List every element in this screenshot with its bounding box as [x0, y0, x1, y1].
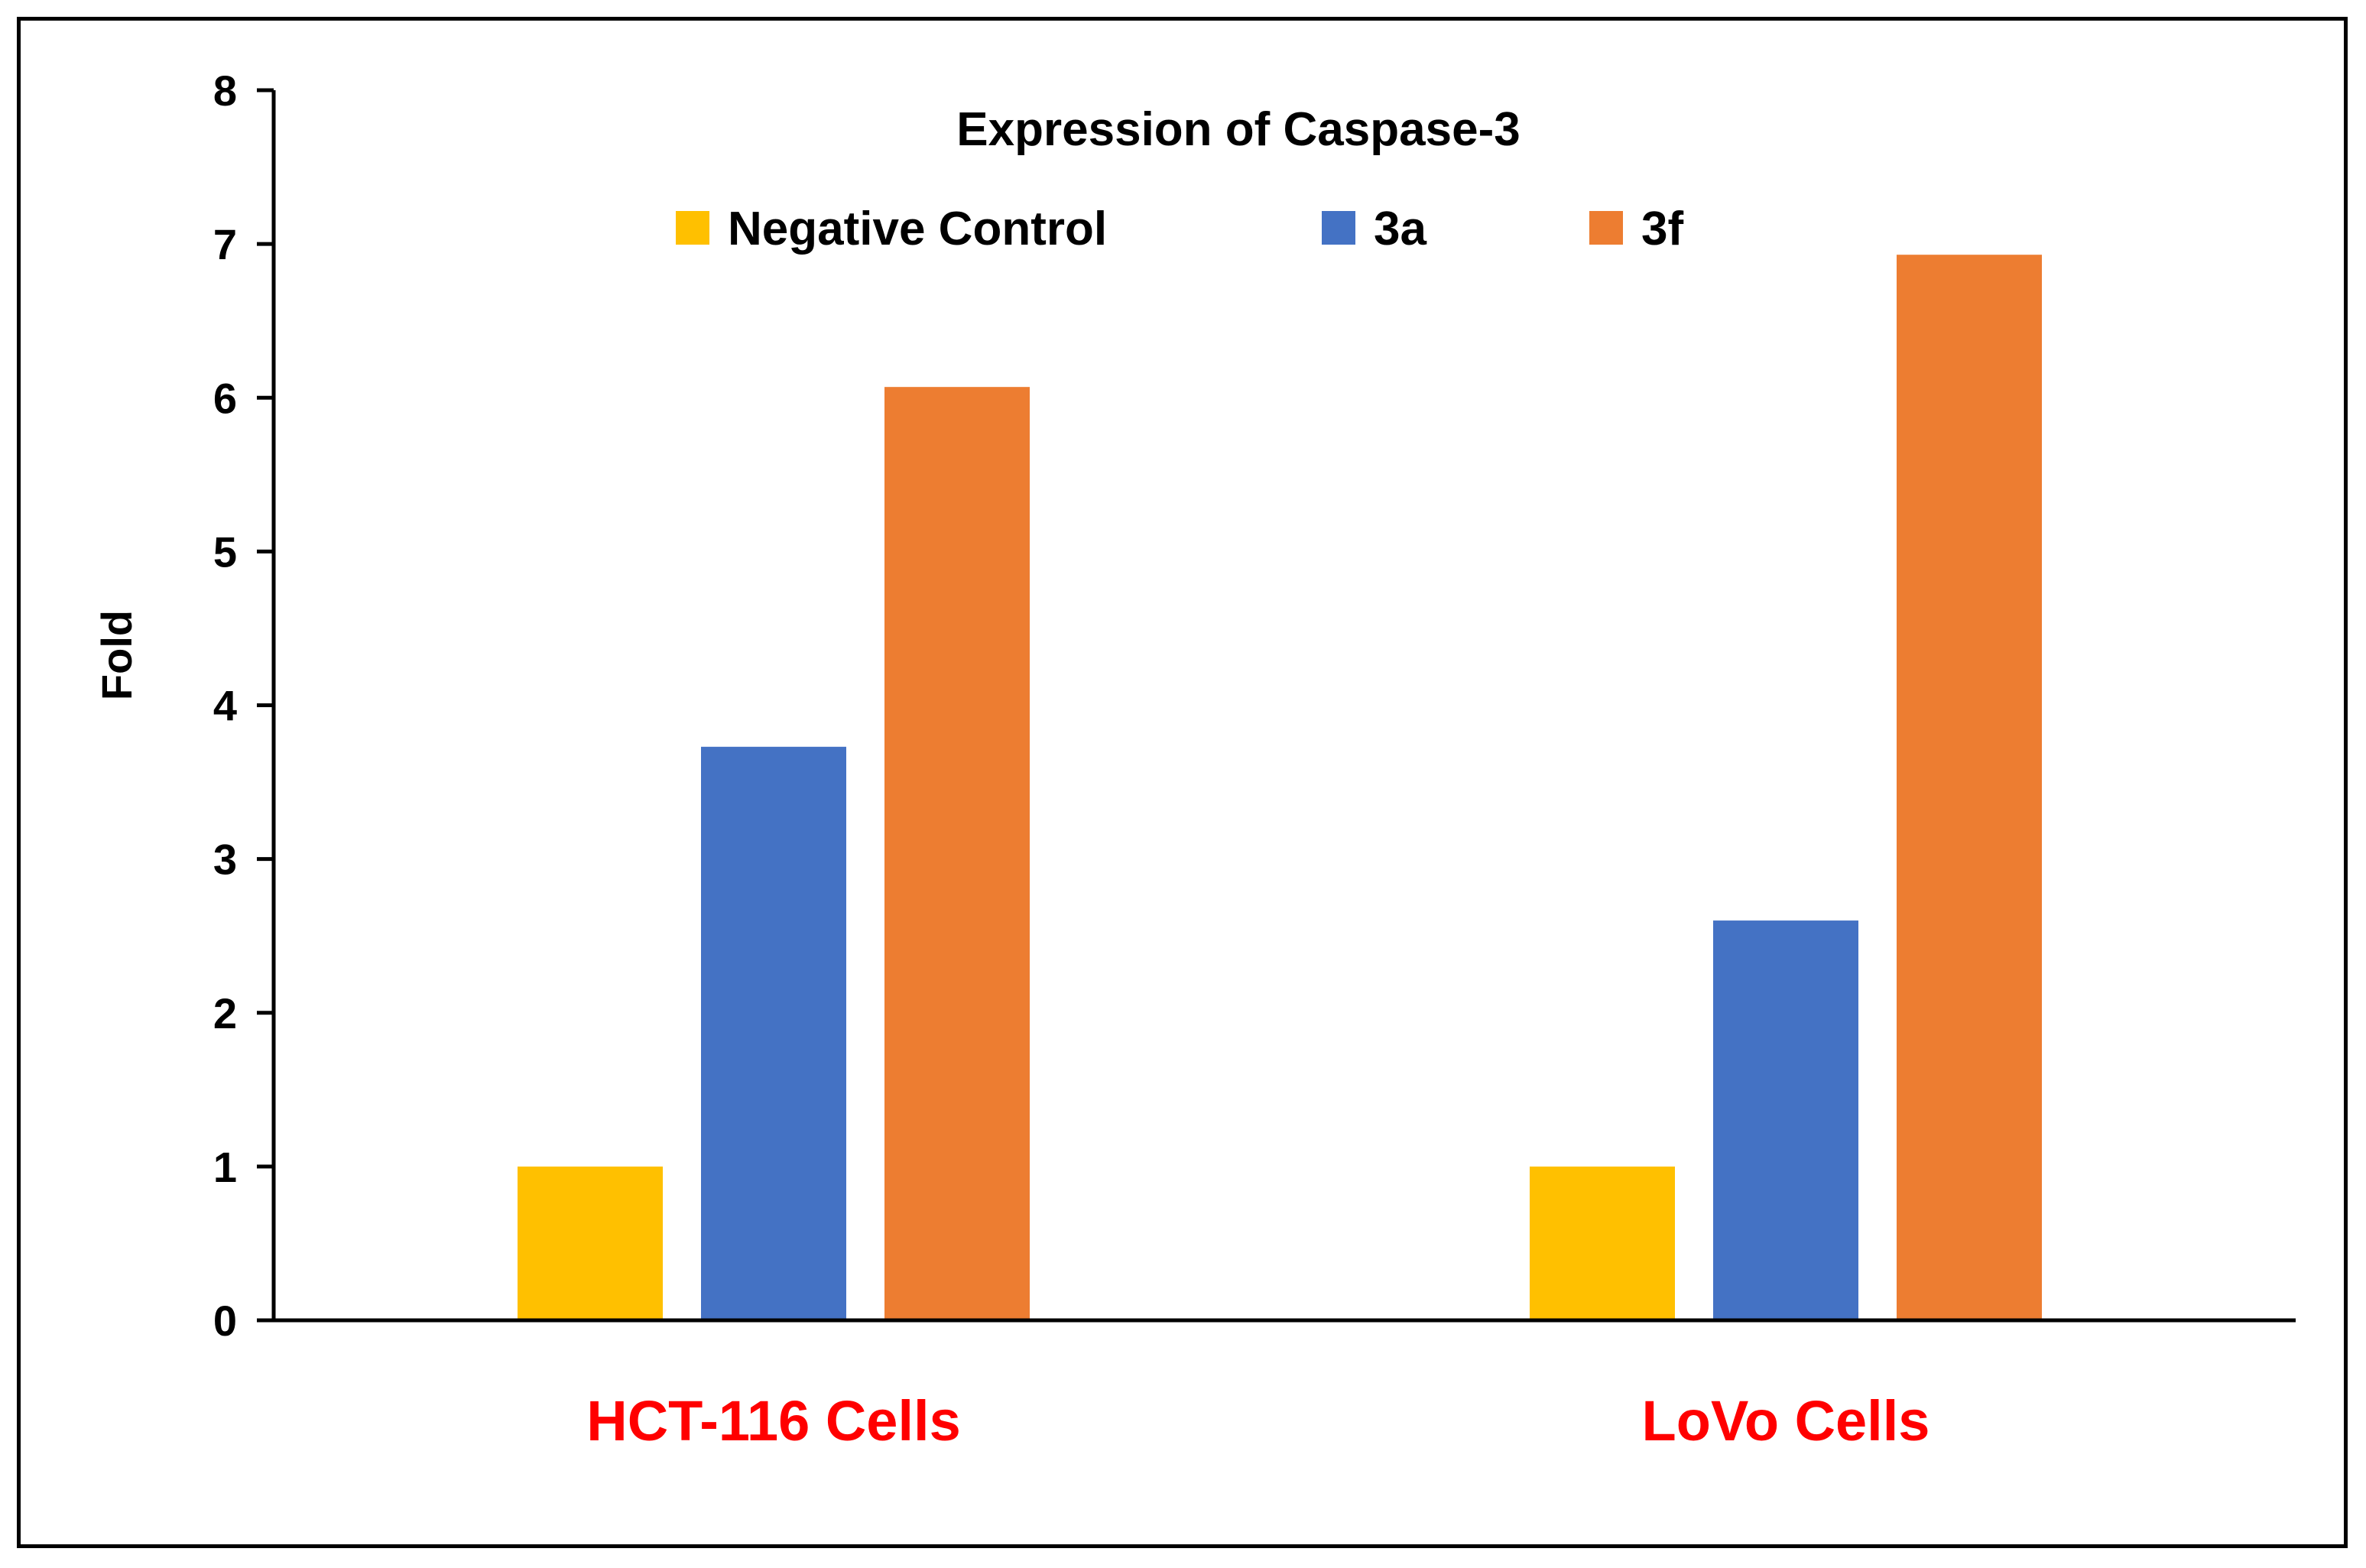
- y-tick-label-0: 0: [213, 1297, 237, 1345]
- legend-label-negative-control: Negative Control: [728, 203, 1107, 255]
- legend-swatch-3f: [1589, 211, 1623, 245]
- y-tick-label-2: 2: [213, 989, 237, 1037]
- y-tick-label-4: 4: [213, 682, 237, 730]
- y-tick-label-8: 8: [213, 67, 237, 115]
- bar-lovo-cells-negative-control: [1530, 1166, 1675, 1320]
- y-tick-label-7: 7: [213, 220, 237, 268]
- legend-label-3a: 3a: [1374, 203, 1426, 255]
- legend-swatch-negative-control: [676, 211, 709, 245]
- x-axis-category-labels: HCT-116 Cells LoVo Cells: [586, 1389, 1929, 1453]
- bar-lovo-cells-3a: [1713, 920, 1858, 1320]
- category-label-lovo-cells: LoVo Cells: [1642, 1389, 1930, 1453]
- bar-hct-116-cells-negative-control: [518, 1166, 663, 1320]
- legend-label-3f: 3f: [1641, 203, 1683, 255]
- bar-lovo-cells-3f: [1897, 255, 2042, 1320]
- y-axis-ticks: 0 1 2 3 4 5 6 7 8: [213, 67, 274, 1345]
- legend: Negative Control 3a 3f: [676, 203, 1683, 255]
- y-tick-label-6: 6: [213, 374, 237, 422]
- category-label-hct-116-cells: HCT-116 Cells: [586, 1389, 960, 1453]
- bar-hct-116-cells-3a: [701, 746, 846, 1320]
- y-tick-label-3: 3: [213, 836, 237, 884]
- y-axis-label: Fold: [92, 610, 141, 700]
- y-tick-label-5: 5: [213, 528, 237, 576]
- bars-group: [518, 255, 2042, 1320]
- legend-swatch-3a: [1322, 211, 1355, 245]
- bar-hct-116-cells-3f: [884, 387, 1030, 1320]
- y-tick-label-1: 1: [213, 1143, 237, 1191]
- chart-title: Expression of Caspase-3: [956, 103, 1520, 156]
